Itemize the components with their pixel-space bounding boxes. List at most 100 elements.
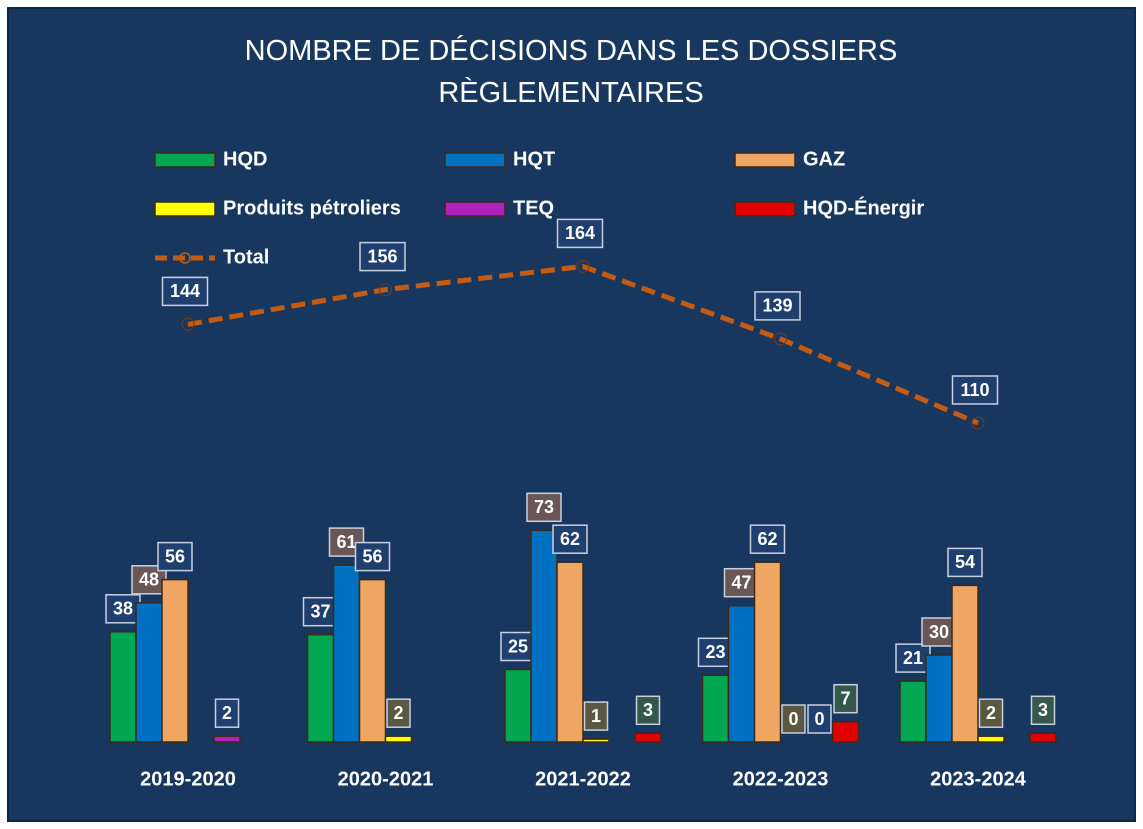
title-box: NOMBRE DE DÉCISIONS DANS LES DOSSIERS RÈ… [244,35,898,110]
value-label-box [951,375,999,405]
line-marker [181,317,195,331]
value-label: 139 [762,296,792,316]
value-label-box [359,241,406,272]
bar [1029,732,1057,743]
bar [358,578,387,743]
legend-swatch [444,152,506,168]
value-label-box [214,698,240,728]
total-line [187,263,979,426]
value-label-box [723,567,760,598]
value-label-box [354,541,391,572]
value-label: 21 [903,648,923,668]
value-label: 2 [393,703,403,723]
x-tick-label: 2020-2021 [338,768,434,790]
value-label-box [895,643,931,673]
line-marker [576,259,590,273]
bar [332,564,361,743]
value-label-box [556,218,604,249]
value-label-box [1030,695,1056,726]
value-label-box [749,524,786,554]
bar [161,578,189,743]
value-label-box [386,698,411,728]
value-label: 25 [508,636,528,656]
x-tick-label: 2021-2022 [535,768,631,790]
value-label: 23 [705,642,725,662]
value-label: 110 [960,380,989,400]
value-label-box [754,291,801,321]
legend-swatch [444,201,506,217]
bar [504,668,532,743]
value-label-box [978,698,1004,728]
bar [213,735,241,743]
value-label: 1 [591,706,601,726]
legend-swatch [154,201,216,217]
legend-swatch [734,152,796,168]
bar [753,561,782,743]
value-label-box [635,695,661,726]
bar [634,732,662,743]
value-label: 62 [560,529,580,549]
value-label-box [500,631,536,662]
value-label: 3 [1038,700,1048,720]
legend-swatch [734,201,796,217]
bar [306,633,335,743]
value-label: 73 [534,497,554,517]
value-label-box [947,547,983,578]
value-label: 0 [814,709,824,729]
value-label: 61 [336,532,356,552]
legend-label: HQT [513,148,555,170]
value-label-box [302,596,339,627]
x-tick-label: 2022-2023 [733,768,829,790]
value-label: 54 [955,552,975,572]
line-marker [774,332,787,346]
value-label-box [781,704,806,734]
value-label: 38 [113,599,133,619]
line-marker [379,283,392,297]
value-label-box [583,701,609,731]
chart-title: NOMBRE DE DÉCISIONS DANS LES DOSSIERS RÈ… [244,35,898,110]
bar [556,561,584,743]
value-label: 144 [170,281,200,301]
value-label: 164 [565,223,595,243]
line-marker [971,416,985,430]
bar [109,631,137,743]
legend-label: TEQ [513,197,554,219]
value-label-box [552,524,588,554]
value-label: 62 [757,529,777,549]
bar [977,735,1005,743]
value-label-box [807,704,832,734]
value-label: 156 [367,246,397,266]
legend-label: GAZ [803,148,845,170]
bar [727,604,756,743]
value-label: 56 [165,546,185,566]
x-tick-label: 2019-2020 [140,768,236,790]
value-label-box [833,683,858,714]
legend-label: Total [223,246,269,268]
bar [135,602,163,743]
x-tick-label: 2023-2024 [930,768,1027,790]
value-label-box [921,617,957,647]
bar [701,674,730,743]
value-label: 48 [139,570,159,590]
bar [899,680,927,743]
value-label: 47 [731,572,751,592]
legend-label: HQD [223,148,267,170]
value-label: 2 [986,703,996,723]
value-label-box [157,541,193,572]
bar [951,584,979,743]
value-label: 37 [310,601,330,621]
bar [582,738,610,743]
value-label: 0 [788,709,798,729]
bar [384,735,413,743]
legend-label: Produits pétroliers [223,197,401,219]
value-label: 7 [840,688,850,708]
value-label: 3 [643,700,653,720]
value-label-box [697,637,734,668]
value-label-box [161,276,209,307]
bar [530,529,558,743]
value-label: 30 [929,622,949,642]
value-label-box [526,492,562,523]
value-label: 2 [222,703,232,723]
value-label: 56 [362,546,382,566]
